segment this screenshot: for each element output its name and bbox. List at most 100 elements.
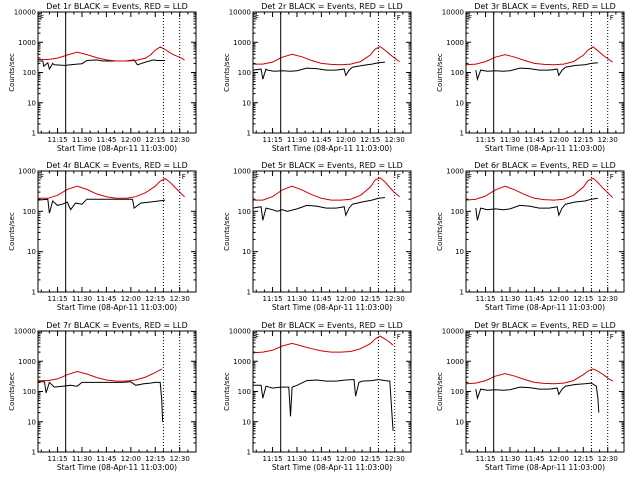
flag-label: F <box>610 333 614 341</box>
y-tick-label: 10 <box>27 248 36 256</box>
y-tick-label: 1 <box>247 449 251 457</box>
plot-frame <box>252 11 412 134</box>
flag-label: F <box>40 14 44 22</box>
y-tick-label: 1000 <box>233 168 251 176</box>
x-tick-label: 12:00 <box>549 136 569 144</box>
x-tick-label: 11:45 <box>311 455 331 463</box>
y-axis-label: Counts/sec <box>436 212 444 251</box>
flag-label: F <box>182 173 186 181</box>
y-tick-label: 100 <box>238 388 251 396</box>
flag-label: F <box>610 14 614 22</box>
y-axis-label: Counts/sec <box>8 372 16 411</box>
chart-title: Det 2r BLACK = Events, RED = LLD <box>261 2 403 11</box>
x-tick-label: 11:30 <box>72 136 92 144</box>
plot-frame <box>37 170 197 293</box>
x-tick-label: 11:30 <box>287 136 307 144</box>
y-tick-label: 10 <box>242 248 251 256</box>
x-tick-label: 12:30 <box>170 295 190 303</box>
x-tick-label: 12:30 <box>170 136 190 144</box>
y-tick-label: 1000 <box>446 168 464 176</box>
chart-title: Det 6r BLACK = Events, RED = LLD <box>474 161 616 170</box>
plot-frame <box>465 170 625 293</box>
lld-series-line <box>38 46 185 62</box>
y-tick-label: 1 <box>460 449 464 457</box>
y-tick-label: 1 <box>460 130 464 138</box>
y-tick-label: 1000 <box>18 168 36 176</box>
x-tick-label: 11:45 <box>524 136 544 144</box>
x-tick-label: 11:15 <box>475 295 495 303</box>
flag-label: F <box>468 333 472 341</box>
x-tick-label: 12:15 <box>145 455 165 463</box>
x-tick-label: 12:15 <box>573 295 593 303</box>
y-tick-label: 10000 <box>14 9 36 17</box>
lld-series-line <box>465 46 613 66</box>
y-tick-label: 100 <box>23 69 36 77</box>
flag-label: F <box>468 173 472 181</box>
y-tick-label: 100 <box>451 69 464 77</box>
lld-series-line <box>253 177 400 201</box>
x-axis-label: Start Time (08-Apr-11 11:03:00) <box>57 463 177 472</box>
x-tick-label: 11:45 <box>524 455 544 463</box>
y-axis-label: Counts/sec <box>436 53 444 92</box>
x-axis-label: Start Time (08-Apr-11 11:03:00) <box>272 303 392 312</box>
x-tick-label: 12:30 <box>385 136 405 144</box>
flag-label: F <box>397 173 401 181</box>
x-tick-label: 11:30 <box>500 136 520 144</box>
flag-label: F <box>468 14 472 22</box>
y-tick-label: 10 <box>242 99 251 107</box>
x-tick-label: 11:15 <box>262 455 282 463</box>
events-series-line <box>475 382 600 413</box>
x-tick-label: 11:45 <box>96 295 116 303</box>
flag-label: F <box>255 333 259 341</box>
x-tick-label: 12:30 <box>170 455 190 463</box>
y-tick-label: 100 <box>23 388 36 396</box>
x-tick-label: 12:15 <box>360 455 380 463</box>
plot-frame <box>252 170 412 293</box>
lld-series-line <box>253 46 400 66</box>
x-tick-label: 11:45 <box>96 455 116 463</box>
lld-series-line <box>465 177 613 201</box>
x-tick-label: 12:00 <box>121 136 141 144</box>
x-tick-label: 12:30 <box>385 455 405 463</box>
y-tick-label: 10000 <box>442 328 464 336</box>
x-tick-label: 11:30 <box>287 455 307 463</box>
y-tick-label: 10000 <box>229 9 251 17</box>
x-tick-label: 12:15 <box>145 136 165 144</box>
events-series-line <box>38 381 164 422</box>
y-tick-label: 10000 <box>14 328 36 336</box>
lld-series-line <box>38 368 163 382</box>
x-tick-label: 11:15 <box>475 136 495 144</box>
y-tick-label: 100 <box>238 208 251 216</box>
chart-title: Det 4r BLACK = Events, RED = LLD <box>46 161 188 170</box>
x-tick-label: 12:00 <box>549 455 569 463</box>
y-tick-label: 1000 <box>233 358 251 366</box>
plot-frame <box>465 330 625 453</box>
x-tick-label: 12:15 <box>573 136 593 144</box>
x-tick-label: 11:15 <box>475 455 495 463</box>
x-tick-label: 12:00 <box>121 295 141 303</box>
flag-label: F <box>610 173 614 181</box>
chart-title: Det 9r BLACK = Events, RED = LLD <box>474 321 616 330</box>
y-axis-label: Counts/sec <box>8 53 16 92</box>
plot-frame <box>252 330 412 453</box>
x-tick-label: 12:30 <box>598 136 618 144</box>
y-axis-label: Counts/sec <box>223 212 231 251</box>
x-tick-label: 11:15 <box>262 295 282 303</box>
y-tick-label: 1000 <box>18 39 36 47</box>
x-axis-label: Start Time (08-Apr-11 11:03:00) <box>272 463 392 472</box>
x-tick-label: 11:30 <box>72 295 92 303</box>
x-tick-label: 11:15 <box>47 295 67 303</box>
lld-series-line <box>465 368 613 385</box>
x-tick-label: 11:15 <box>47 136 67 144</box>
y-tick-label: 10 <box>27 418 36 426</box>
x-tick-label: 12:30 <box>598 295 618 303</box>
x-axis-label: Start Time (08-Apr-11 11:03:00) <box>485 463 605 472</box>
x-tick-label: 12:15 <box>573 455 593 463</box>
y-tick-label: 100 <box>451 388 464 396</box>
y-tick-label: 100 <box>23 208 36 216</box>
x-tick-label: 12:15 <box>360 295 380 303</box>
